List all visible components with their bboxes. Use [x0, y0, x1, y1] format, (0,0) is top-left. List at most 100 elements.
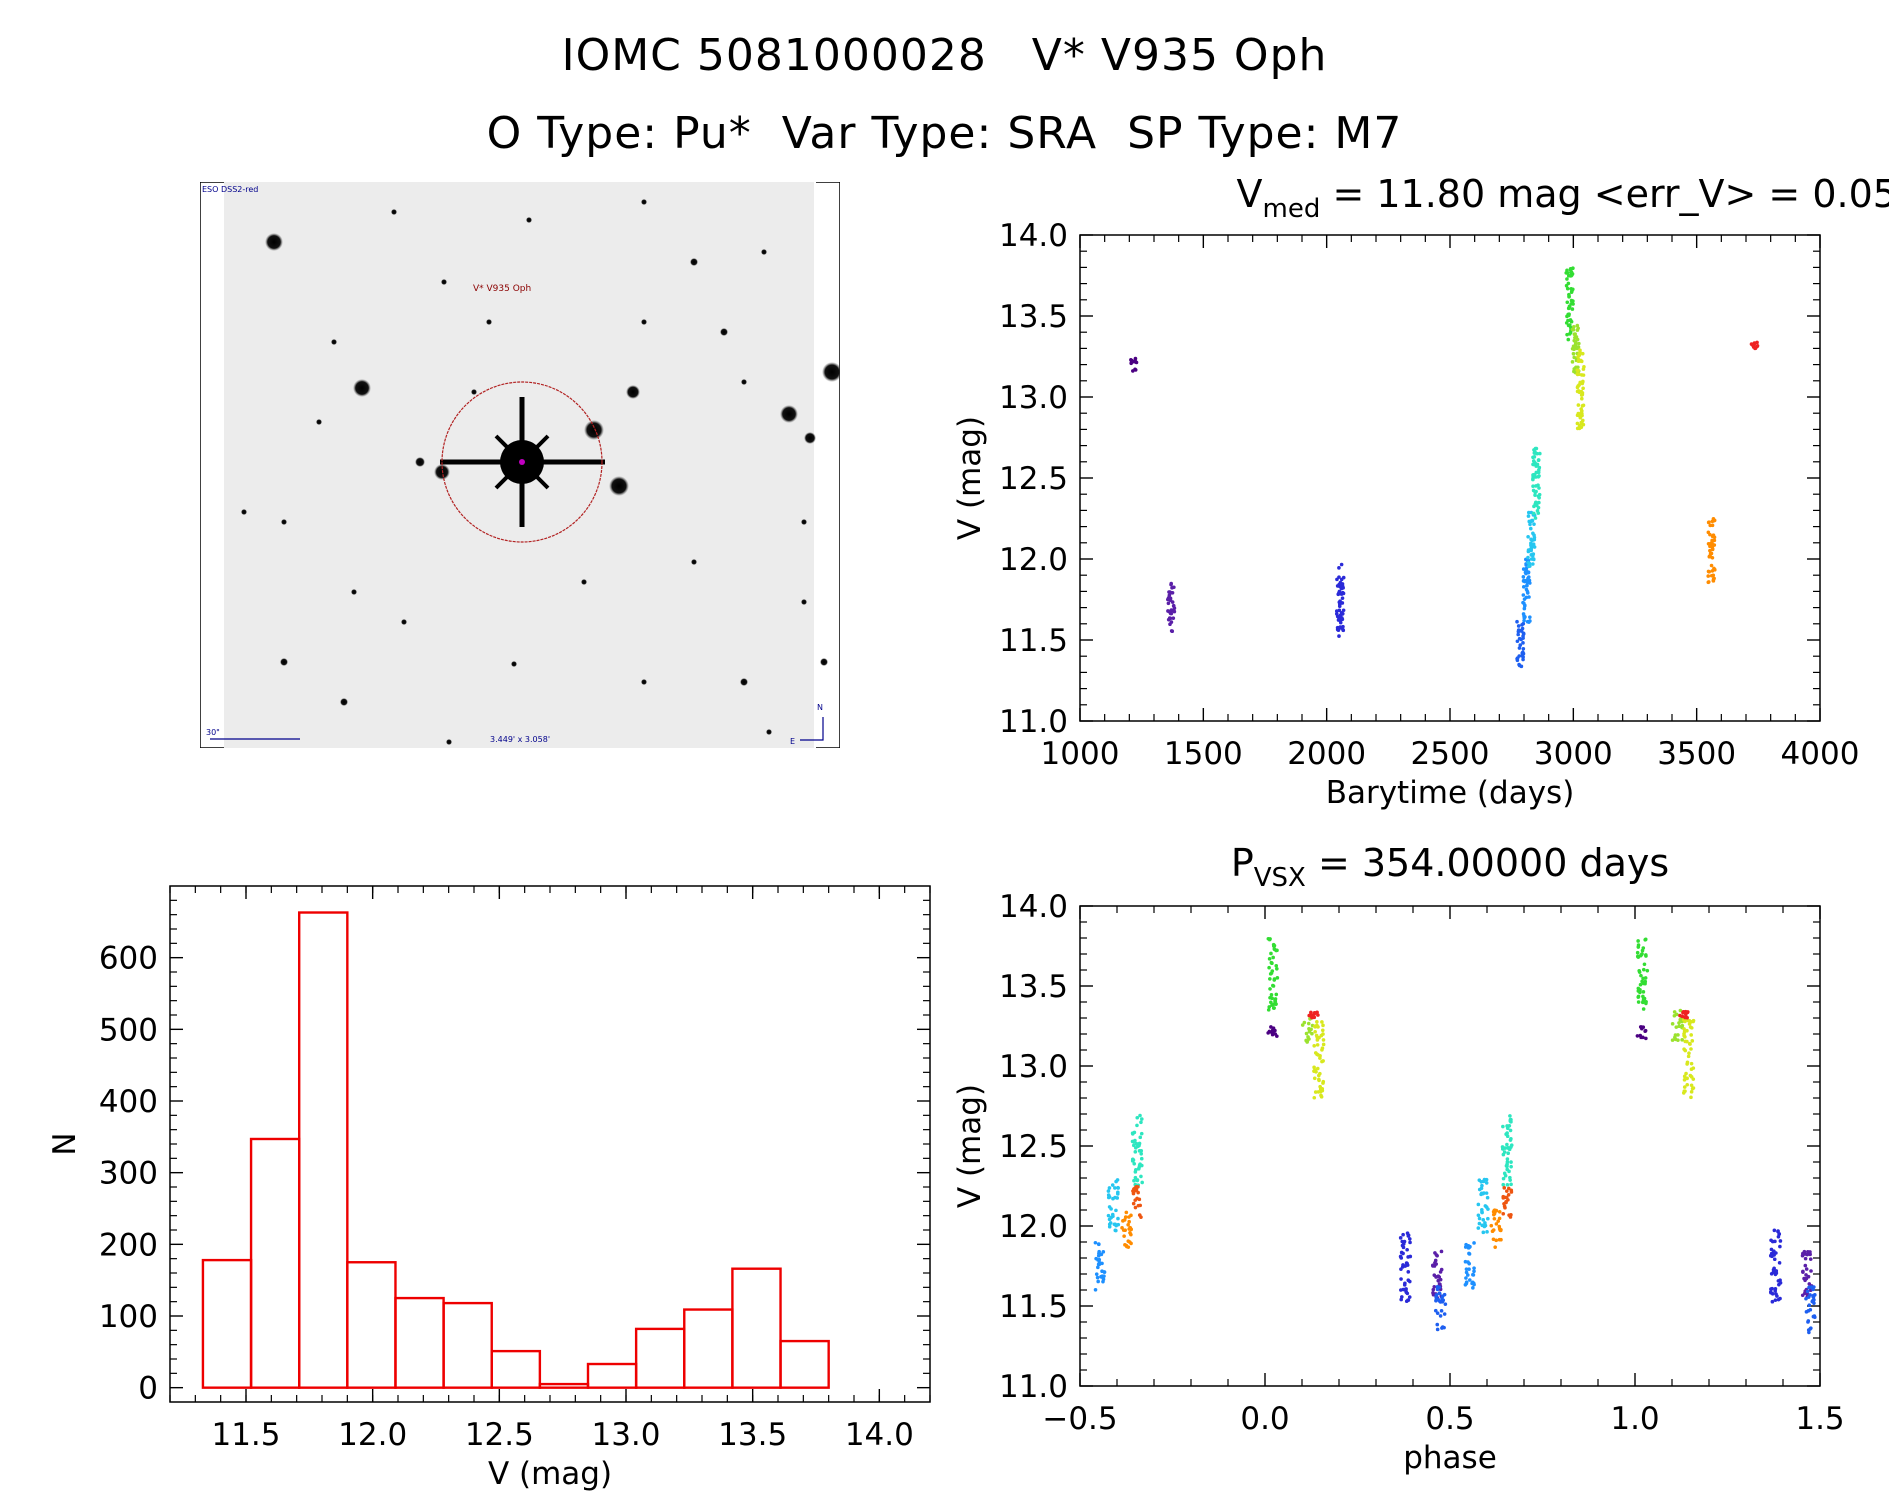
phased-point: [1800, 1293, 1805, 1298]
phased-point: [1636, 1000, 1641, 1004]
phased-point: [1433, 1258, 1438, 1263]
lightcurve-point: [1710, 555, 1715, 560]
histogram-ytick-label: 0: [138, 1371, 158, 1407]
lightcurve-point: [1336, 618, 1341, 622]
field-star: [331, 339, 337, 345]
phased-xlabel: phase: [1403, 1440, 1497, 1476]
phased-point: [1437, 1275, 1442, 1279]
phased-point: [1476, 1202, 1481, 1207]
phased-point: [1809, 1326, 1813, 1330]
phased-point: [1106, 1189, 1111, 1193]
phased-point: [1315, 1043, 1320, 1047]
phased-point: [1309, 1027, 1313, 1032]
phased-point: [1267, 1005, 1272, 1009]
phased-point: [1274, 992, 1279, 997]
lightcurve-point: [1535, 509, 1540, 513]
phased-point: [1436, 1278, 1441, 1283]
lightcurve-point: [1525, 591, 1530, 595]
phased-point: [1126, 1245, 1131, 1249]
lightcurve-point: [1527, 561, 1532, 566]
lightcurve-point: [1706, 574, 1711, 578]
phased-point: [1485, 1230, 1489, 1234]
phased-point: [1432, 1284, 1437, 1289]
field-star: [511, 661, 517, 667]
lightcurve-point: [1168, 598, 1173, 603]
phased-cluster-11: [1501, 1186, 1514, 1219]
phased-point: [1505, 1162, 1509, 1167]
phased-point: [1681, 1010, 1685, 1015]
lightcurve-point: [1578, 415, 1583, 420]
phased-point: [1443, 1302, 1448, 1306]
lightcurve-point: [1522, 604, 1527, 608]
phased-point: [1684, 1071, 1688, 1076]
lightcurve-point: [1706, 580, 1711, 585]
phased-point: [1406, 1298, 1410, 1302]
phased-point: [1097, 1242, 1101, 1247]
lightcurve-point: [1565, 271, 1570, 275]
phased-point: [1498, 1228, 1502, 1232]
compass-icon: N E: [790, 703, 824, 746]
phased-point: [1683, 1015, 1687, 1020]
phased-point: [1672, 1013, 1677, 1018]
phased-point: [1320, 1059, 1324, 1064]
lightcurve-point: [1521, 567, 1526, 571]
lightcurve-point: [1536, 458, 1541, 462]
lightcurve-point: [1131, 369, 1135, 373]
phased-cluster-6: [1500, 1114, 1514, 1187]
phased-point: [1407, 1237, 1412, 1241]
lightcurve-point: [1575, 426, 1580, 431]
phased-point: [1772, 1250, 1776, 1254]
lightcurve-cluster-0: [1129, 356, 1139, 373]
phased-point: [1127, 1215, 1131, 1219]
phased-point: [1313, 1090, 1318, 1094]
phased-cluster-9: [1681, 1017, 1696, 1100]
field-star: [415, 457, 425, 467]
phased-ytick-label: 13.0: [999, 1049, 1068, 1085]
phased-point: [1307, 1029, 1312, 1034]
lightcurve-point: [1533, 502, 1538, 506]
phased-point: [1641, 946, 1646, 950]
phased-cluster-0: [1266, 1025, 1279, 1038]
field-star: [353, 379, 371, 397]
phased-point: [1135, 1115, 1140, 1120]
phased-point: [1778, 1281, 1783, 1285]
lightcurve-point: [1169, 620, 1174, 624]
histogram-bar: [586, 1362, 638, 1389]
lightcurve-point: [1524, 566, 1529, 571]
phased-point: [1435, 1311, 1440, 1316]
phased-point: [1136, 1167, 1141, 1171]
phased-point: [1471, 1272, 1475, 1277]
phased-point: [1477, 1216, 1482, 1221]
phased-point: [1480, 1210, 1484, 1215]
phased-point: [1775, 1294, 1779, 1298]
lightcurve-point: [1521, 585, 1526, 589]
phased-point: [1813, 1293, 1817, 1297]
phased-point: [1689, 1047, 1693, 1051]
phased-point: [1309, 1010, 1313, 1015]
figure-title-line1: IOMC 5081000028 V* V935 Oph: [561, 30, 1328, 81]
lightcurve-point: [1568, 330, 1573, 335]
phased-point: [1509, 1160, 1513, 1164]
lightcurve-cluster-11: [1749, 340, 1760, 351]
phased-point: [1272, 978, 1277, 982]
phased-point: [1430, 1263, 1435, 1268]
histogram-ytick-label: 200: [99, 1227, 158, 1263]
phased-point: [1270, 996, 1274, 1001]
field-star: [351, 589, 357, 595]
histogram-bar: [683, 1308, 734, 1389]
phased-cluster-3: [1804, 1285, 1817, 1335]
phased-point: [1437, 1282, 1442, 1286]
phased-title-sub: VSX: [1254, 863, 1306, 893]
lightcurve-point: [1711, 577, 1716, 581]
lightcurve-point: [1523, 615, 1527, 619]
phased-point: [1773, 1289, 1777, 1293]
phased-point: [1107, 1224, 1112, 1229]
phased-point: [1406, 1255, 1410, 1259]
lightcurve-point: [1573, 341, 1578, 346]
phased-point: [1504, 1199, 1508, 1204]
lightcurve-point: [1533, 516, 1538, 520]
phased-point: [1316, 1013, 1320, 1017]
phased-point: [1489, 1223, 1494, 1228]
phased-point: [1407, 1295, 1412, 1299]
lightcurve-cluster-6: [1531, 446, 1542, 520]
